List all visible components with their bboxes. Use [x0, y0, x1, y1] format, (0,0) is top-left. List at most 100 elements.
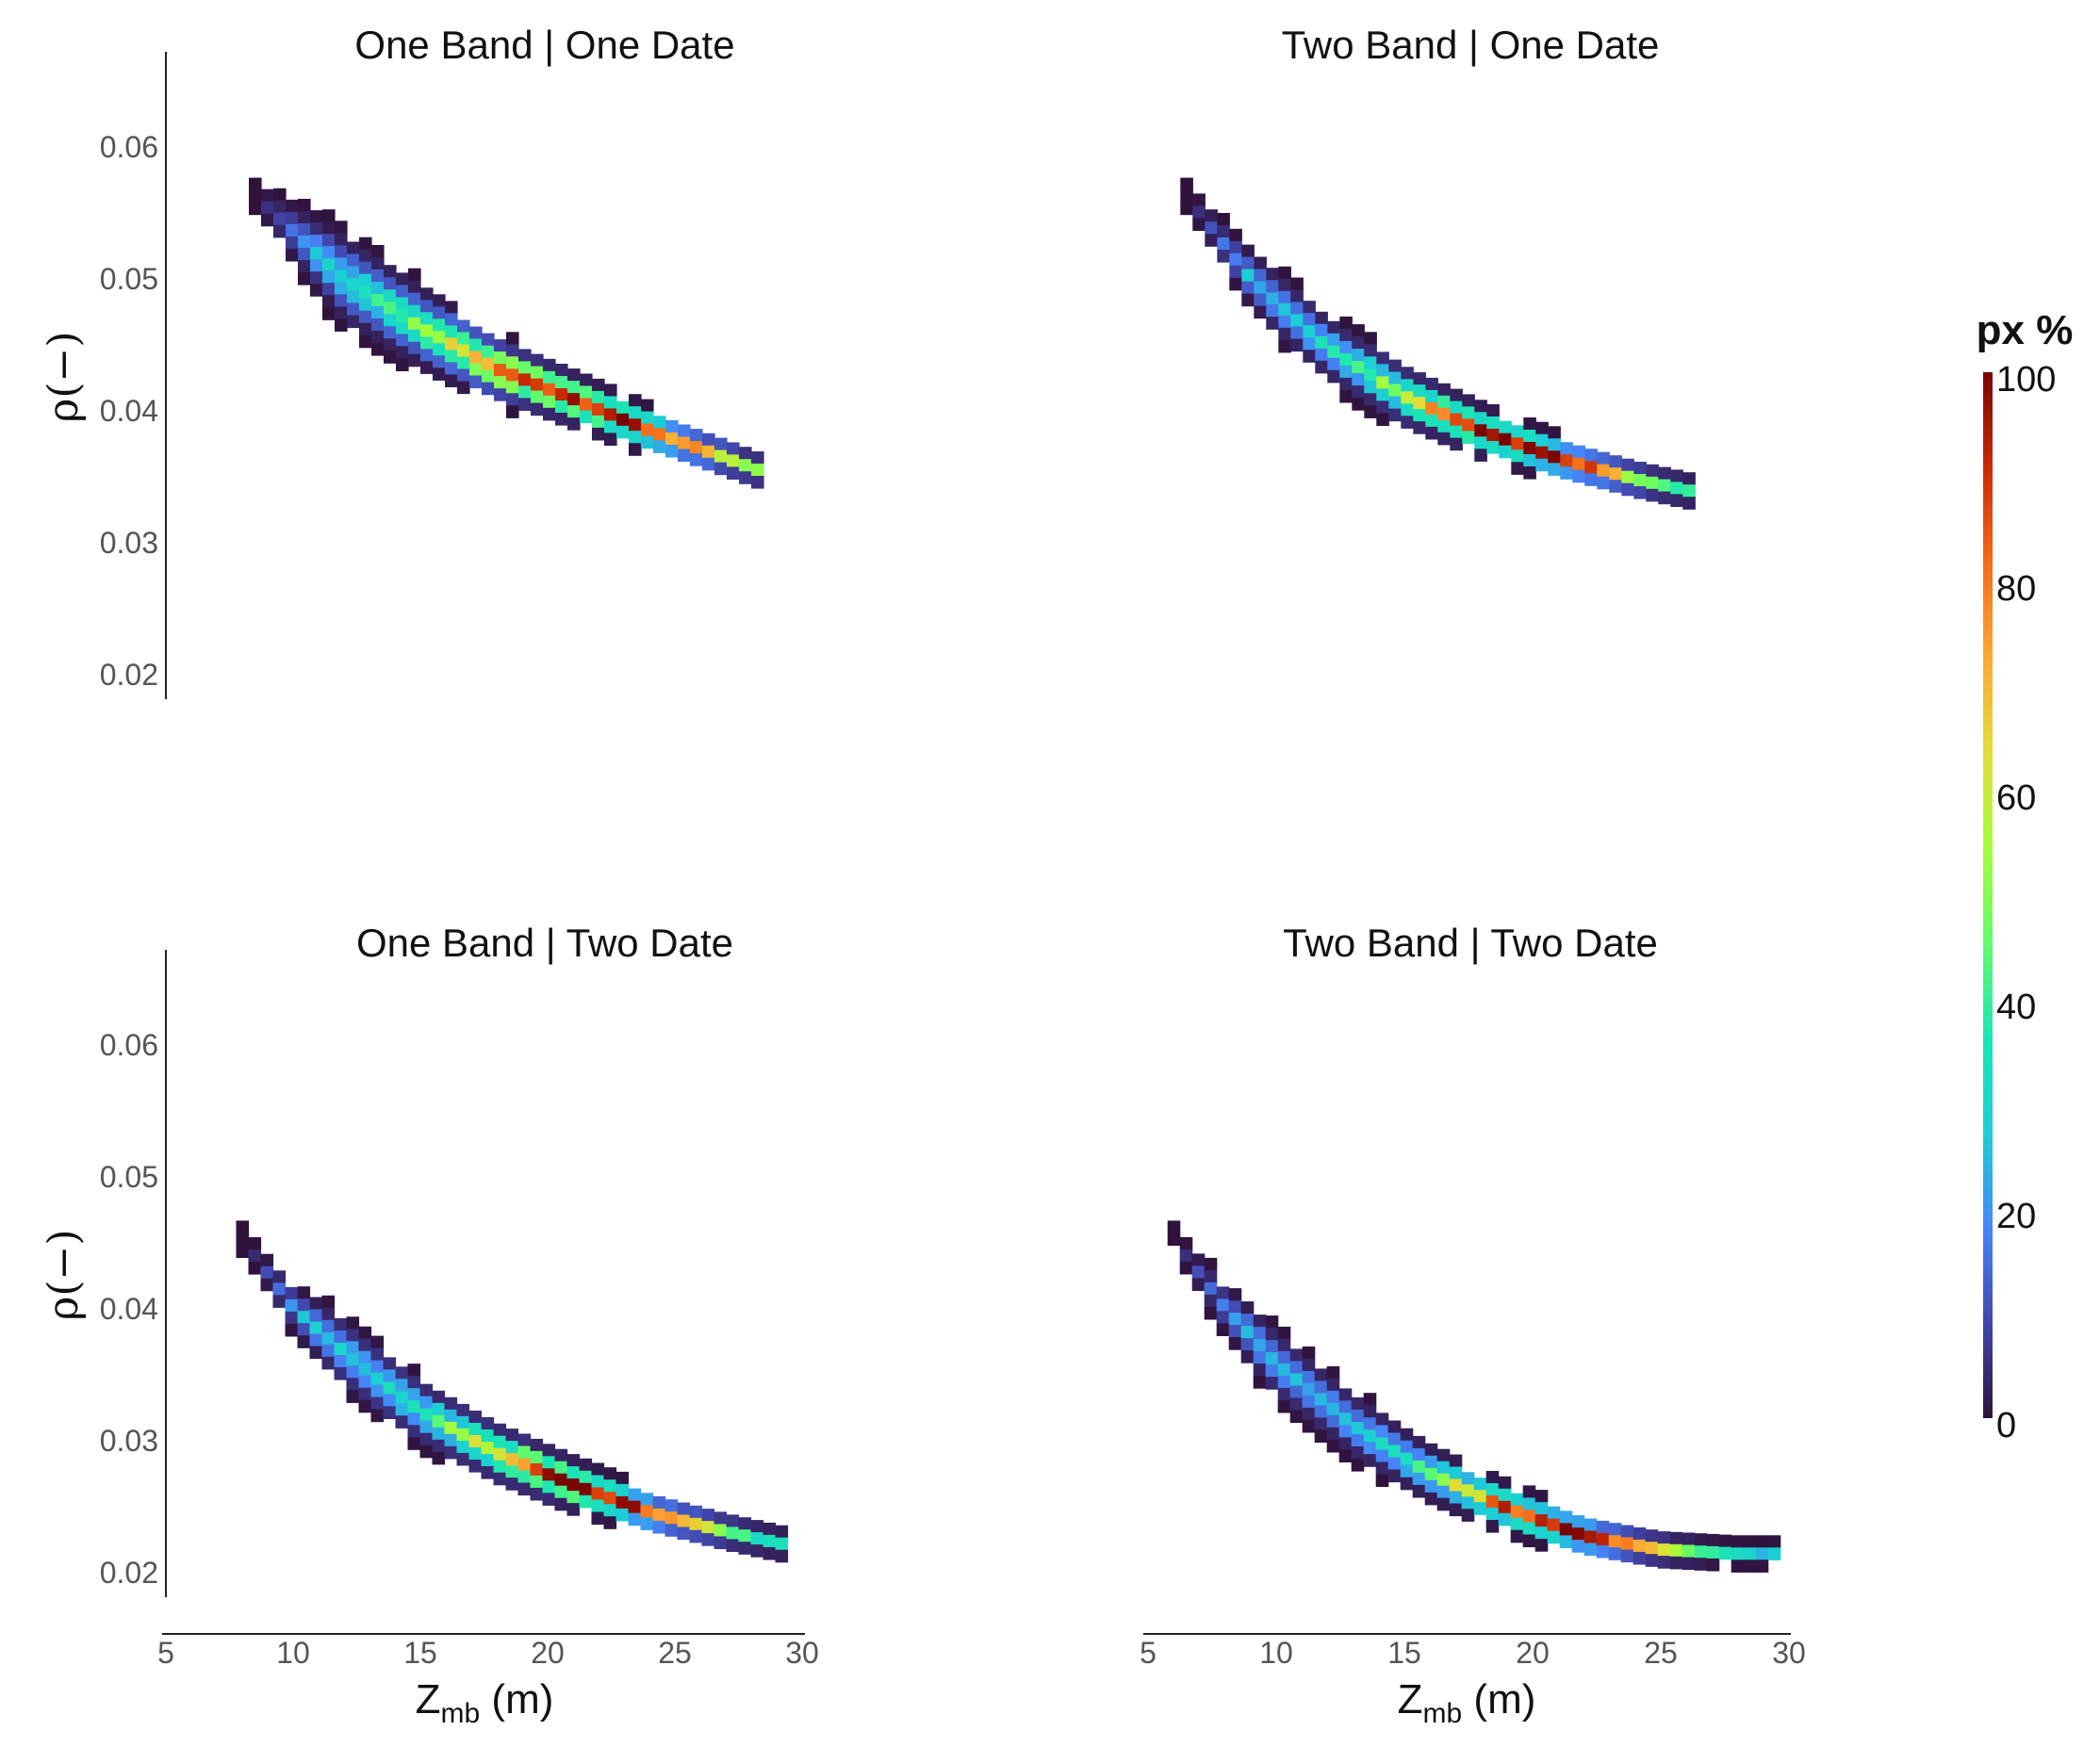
heatmap-cell [1535, 446, 1549, 460]
heatmap-cell [347, 241, 360, 255]
heatmap-cell [739, 471, 752, 484]
heatmap-cell [1314, 1393, 1328, 1406]
heatmap-cell [1548, 450, 1561, 464]
heatmap-cell [751, 476, 764, 489]
heatmap-cell [286, 248, 299, 262]
heatmap-cell [1240, 1350, 1255, 1363]
heatmap-cell [566, 1491, 581, 1504]
heatmap-cell [1657, 1531, 1671, 1544]
heatmap-cell [1326, 1402, 1340, 1416]
heatmap-cell [1485, 1471, 1500, 1484]
heatmap-cell [1511, 462, 1524, 475]
heatmap-cell [346, 1353, 360, 1366]
heatmap-cell [297, 1286, 311, 1299]
heatmap-cell [1633, 462, 1647, 475]
heatmap-cell [370, 1335, 385, 1349]
heatmap-cell [1424, 1455, 1438, 1469]
heatmap-cell [1376, 376, 1389, 389]
heatmap-cell [506, 368, 519, 382]
heatmap-cell [395, 1403, 409, 1416]
heatmap-cell [371, 306, 385, 319]
heatmap-cell [653, 440, 666, 453]
heatmap-cell [1364, 356, 1377, 369]
heatmap-cell [1412, 1460, 1426, 1474]
heatmap-cell [1277, 1326, 1291, 1340]
heatmap-cell [273, 188, 287, 202]
heatmap-cell [1718, 1534, 1732, 1548]
heatmap-cell [1180, 189, 1193, 204]
y-tick-label: 0.06 [100, 1028, 158, 1062]
heatmap-cell [1633, 486, 1647, 499]
heatmap-cell [445, 325, 458, 338]
heatmap-cell [542, 1480, 556, 1494]
colorbar: px % 100 80 60 40 20 0 [1977, 307, 2074, 1445]
heatmap-cell [1718, 1546, 1732, 1560]
heatmap-cell [592, 390, 605, 404]
heatmap-cell [1363, 1429, 1377, 1443]
heatmap-cell [335, 257, 348, 270]
heatmap-cell [347, 266, 360, 280]
heatmap-cell [1277, 1387, 1291, 1401]
heatmap-cell [580, 373, 593, 387]
heatmap-cell [396, 297, 409, 310]
heatmap-cell [310, 247, 323, 260]
heatmap-cell [1290, 289, 1304, 303]
heatmap-cell [1265, 1340, 1279, 1353]
heatmap-cell [1351, 1410, 1365, 1423]
heatmap-cell [1327, 333, 1340, 347]
heatmap-cell [1584, 461, 1598, 474]
heatmap-cell [1424, 1492, 1438, 1506]
heatmap-cell [1412, 1472, 1426, 1486]
heatmap-cell [505, 1441, 519, 1454]
heatmap-cell [1278, 327, 1291, 341]
heatmap-cell [555, 388, 568, 401]
heatmap-cell [260, 1278, 274, 1292]
heatmap-cell [321, 1319, 336, 1333]
heatmap-cell [1559, 1535, 1573, 1548]
heatmap-cell [1302, 1407, 1316, 1421]
heatmap-cell [1669, 1556, 1683, 1570]
heatmap-cell [1706, 1545, 1720, 1559]
heatmap-cell [433, 306, 446, 319]
heatmap-cell [1326, 1427, 1340, 1441]
heatmap-cell [370, 1360, 385, 1374]
heatmap-cell [1682, 472, 1696, 485]
heatmap-cell [359, 249, 372, 263]
heatmap-cell [1412, 1484, 1426, 1498]
heatmap-cell [456, 1403, 470, 1417]
heatmap-cell [1425, 377, 1438, 391]
heatmap-cell [383, 1357, 397, 1370]
heatmap-cell [1289, 1373, 1304, 1386]
heatmap-cell [261, 188, 274, 203]
heatmap-cell [432, 1451, 446, 1465]
heatmap-cell [1670, 494, 1683, 507]
heatmap-cell [1314, 1380, 1328, 1394]
heatmap-cell [1461, 1484, 1475, 1497]
heatmap-cell [358, 1399, 372, 1413]
heatmap-cell [457, 368, 470, 383]
heatmap-cell [567, 405, 581, 418]
heatmap-cell [1339, 365, 1353, 379]
heatmap-cell [1254, 281, 1267, 295]
heatmap-cell [1303, 313, 1316, 326]
heatmap-cell [1192, 218, 1206, 231]
heatmap-cell [420, 361, 434, 374]
heatmap-cell [335, 245, 348, 258]
heatmap-cell [1217, 237, 1230, 251]
heatmap-cell [383, 1394, 397, 1407]
heatmap-cell [1351, 1446, 1365, 1460]
heatmap-cell [1266, 304, 1279, 318]
heatmap-cell [334, 1343, 348, 1356]
heatmap-cell [554, 1485, 568, 1499]
heatmap-cell [1755, 1559, 1769, 1573]
heatmap-cell [1535, 421, 1549, 435]
heatmap-cell [249, 189, 262, 204]
heatmap-cell [1462, 394, 1475, 407]
heatmap-cell [604, 420, 617, 433]
heatmap-cell [665, 419, 679, 433]
heatmap-cell [445, 337, 458, 351]
heatmap-cell [384, 277, 397, 290]
heatmap-cell [1596, 1520, 1610, 1534]
heatmap-cell [1303, 337, 1316, 351]
heatmap-cell [481, 1466, 495, 1479]
